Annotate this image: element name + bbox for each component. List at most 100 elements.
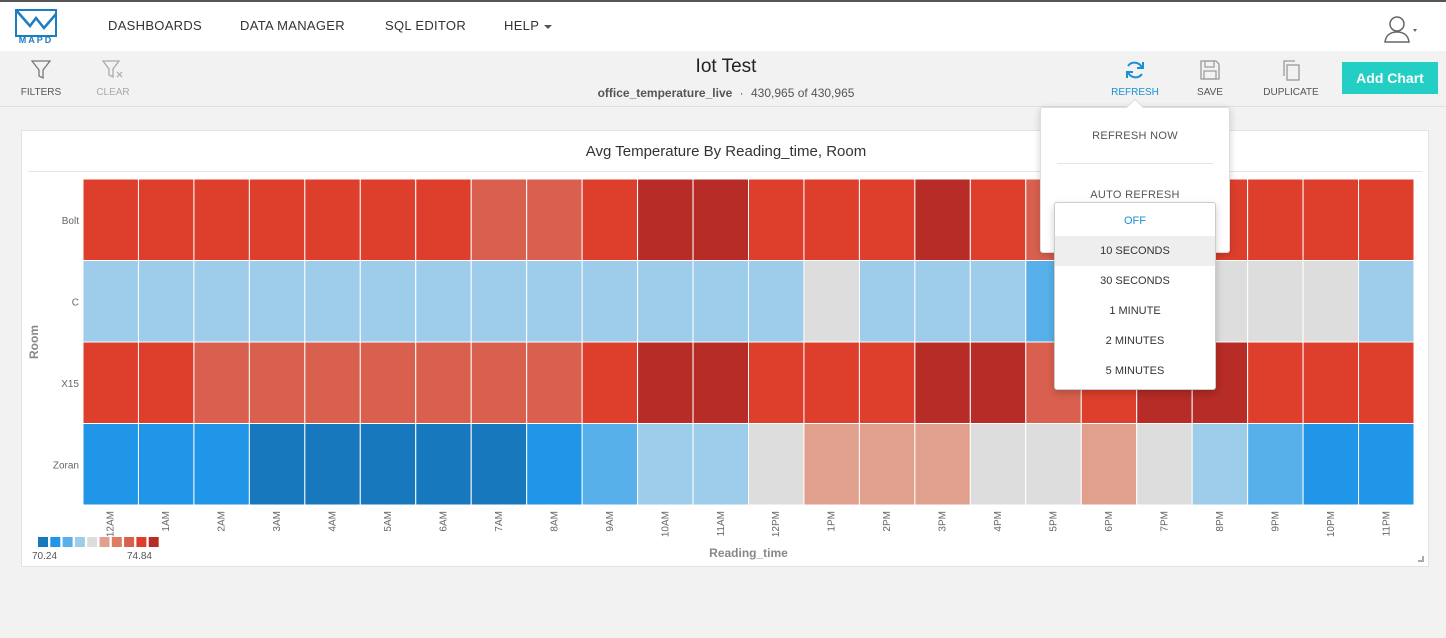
heatmap-cell[interactable] bbox=[969, 423, 1027, 506]
heatmap-cell[interactable] bbox=[969, 341, 1027, 424]
heatmap-cell[interactable] bbox=[692, 423, 750, 506]
heatmap-cell[interactable] bbox=[1302, 178, 1360, 261]
heatmap-cell[interactable] bbox=[803, 423, 860, 506]
heatmap-cell[interactable] bbox=[1302, 423, 1360, 506]
nav-sql-editor[interactable]: SQL EDITOR bbox=[385, 18, 467, 33]
heatmap-cell[interactable] bbox=[304, 341, 361, 424]
heatmap-cell[interactable] bbox=[193, 423, 250, 506]
heatmap-cell[interactable] bbox=[82, 260, 139, 343]
heatmap-cell[interactable] bbox=[1025, 423, 1082, 506]
auto-refresh-option-off[interactable]: OFF bbox=[1124, 215, 1146, 227]
auto-refresh-option-10-seconds[interactable]: 10 SECONDS bbox=[1055, 236, 1215, 266]
heatmap-cell[interactable] bbox=[359, 423, 417, 506]
heatmap-cell[interactable] bbox=[137, 260, 195, 343]
heatmap-cell[interactable] bbox=[748, 423, 805, 506]
mapd-logo-icon[interactable] bbox=[14, 8, 58, 48]
heatmap-cell[interactable] bbox=[1358, 423, 1415, 506]
heatmap-cell[interactable] bbox=[969, 260, 1027, 343]
heatmap-cell[interactable] bbox=[914, 178, 971, 261]
heatmap-cell[interactable] bbox=[858, 423, 916, 506]
refresh-button[interactable]: REFRESH bbox=[1110, 59, 1160, 98]
heatmap-cell[interactable] bbox=[415, 260, 472, 343]
heatmap-cell[interactable] bbox=[415, 178, 472, 261]
heatmap-cell[interactable] bbox=[748, 260, 805, 343]
heatmap-cell[interactable] bbox=[1302, 260, 1360, 343]
heatmap-cell[interactable] bbox=[248, 260, 306, 343]
duplicate-button[interactable]: DUPLICATE bbox=[1261, 59, 1321, 98]
heatmap-cell[interactable] bbox=[692, 341, 750, 424]
clear-button[interactable]: CLEAR bbox=[94, 59, 132, 98]
heatmap-cell[interactable] bbox=[304, 178, 361, 261]
heatmap-cell[interactable] bbox=[858, 341, 916, 424]
heatmap-cell[interactable] bbox=[858, 260, 916, 343]
heatmap-cell[interactable] bbox=[1247, 341, 1304, 424]
heatmap-cell[interactable] bbox=[470, 341, 528, 424]
heatmap-cell[interactable] bbox=[470, 423, 528, 506]
auto-refresh-option-1-minute[interactable]: 1 MINUTE bbox=[1109, 305, 1161, 317]
heatmap-cell[interactable] bbox=[248, 423, 306, 506]
heatmap-cell[interactable] bbox=[415, 341, 472, 424]
heatmap-cell[interactable] bbox=[526, 341, 583, 424]
nav-dashboards[interactable]: DASHBOARDS bbox=[108, 18, 203, 33]
heatmap-cell[interactable] bbox=[637, 260, 694, 343]
dashboard-title[interactable]: Iot Test bbox=[695, 56, 757, 77]
heatmap-cell[interactable] bbox=[692, 260, 750, 343]
heatmap-cell[interactable] bbox=[748, 178, 805, 261]
heatmap-cell[interactable] bbox=[969, 178, 1027, 261]
auto-refresh-option-2-minutes[interactable]: 2 MINUTES bbox=[1105, 335, 1165, 347]
heatmap-cell[interactable] bbox=[359, 260, 417, 343]
heatmap-cell[interactable] bbox=[858, 178, 916, 261]
heatmap-cell[interactable] bbox=[526, 260, 583, 343]
heatmap-cell[interactable] bbox=[803, 341, 860, 424]
heatmap-cell[interactable] bbox=[581, 341, 639, 424]
heatmap-cell[interactable] bbox=[193, 341, 250, 424]
save-button[interactable]: SAVE bbox=[1194, 59, 1226, 98]
heatmap-cell[interactable] bbox=[803, 178, 860, 261]
heatmap-cell[interactable] bbox=[82, 178, 139, 261]
filters-button[interactable]: FILTERS bbox=[20, 59, 62, 98]
add-chart-button[interactable]: Add Chart bbox=[1342, 62, 1438, 94]
heatmap-cell[interactable] bbox=[526, 423, 583, 506]
heatmap-cell[interactable] bbox=[415, 423, 472, 506]
heatmap-cell[interactable] bbox=[359, 341, 417, 424]
heatmap-cell[interactable] bbox=[914, 423, 971, 506]
heatmap-cell[interactable] bbox=[914, 341, 971, 424]
heatmap-cell[interactable] bbox=[470, 178, 528, 261]
heatmap-cell[interactable] bbox=[137, 341, 195, 424]
heatmap-cell[interactable] bbox=[359, 178, 417, 261]
heatmap-cell[interactable] bbox=[581, 260, 639, 343]
heatmap-cell[interactable] bbox=[1358, 178, 1415, 261]
auto-refresh-select[interactable]: OFF 10 SECONDS 30 SECONDS 1 MINUTE 2 MIN… bbox=[1054, 202, 1216, 390]
resize-handle-icon[interactable] bbox=[1418, 556, 1424, 562]
heatmap-cell[interactable] bbox=[1247, 178, 1304, 261]
heatmap-cell[interactable] bbox=[1302, 341, 1360, 424]
heatmap-cell[interactable] bbox=[470, 260, 528, 343]
heatmap-cell[interactable] bbox=[581, 178, 639, 261]
heatmap-cell[interactable] bbox=[637, 423, 694, 506]
heatmap-cell[interactable] bbox=[1358, 260, 1415, 343]
heatmap-cell[interactable] bbox=[82, 423, 139, 506]
heatmap-cell[interactable] bbox=[581, 423, 639, 506]
heatmap-cell[interactable] bbox=[692, 178, 750, 261]
heatmap-cell[interactable] bbox=[526, 178, 583, 261]
heatmap-cell[interactable] bbox=[1191, 423, 1249, 506]
user-menu-icon[interactable] bbox=[1384, 14, 1418, 44]
heatmap-cell[interactable] bbox=[803, 260, 860, 343]
heatmap-cell[interactable] bbox=[137, 423, 195, 506]
heatmap-cell[interactable] bbox=[1247, 423, 1304, 506]
heatmap-cell[interactable] bbox=[637, 178, 694, 261]
heatmap-cell[interactable] bbox=[248, 178, 306, 261]
heatmap-cell[interactable] bbox=[1358, 341, 1415, 424]
heatmap-cell[interactable] bbox=[304, 423, 361, 506]
auto-refresh-option-30-seconds[interactable]: 30 SECONDS bbox=[1100, 275, 1170, 287]
refresh-now-item[interactable]: REFRESH NOW bbox=[1092, 130, 1178, 142]
heatmap-cell[interactable] bbox=[137, 178, 195, 261]
heatmap-cell[interactable] bbox=[193, 178, 250, 261]
nav-help[interactable]: HELP bbox=[504, 18, 553, 33]
auto-refresh-option-5-minutes[interactable]: 5 MINUTES bbox=[1105, 365, 1165, 377]
heatmap-cell[interactable] bbox=[637, 341, 694, 424]
heatmap-cell[interactable] bbox=[82, 341, 139, 424]
heatmap-cell[interactable] bbox=[248, 341, 306, 424]
nav-data-manager[interactable]: DATA MANAGER bbox=[240, 18, 345, 33]
heatmap-cell[interactable] bbox=[914, 260, 971, 343]
